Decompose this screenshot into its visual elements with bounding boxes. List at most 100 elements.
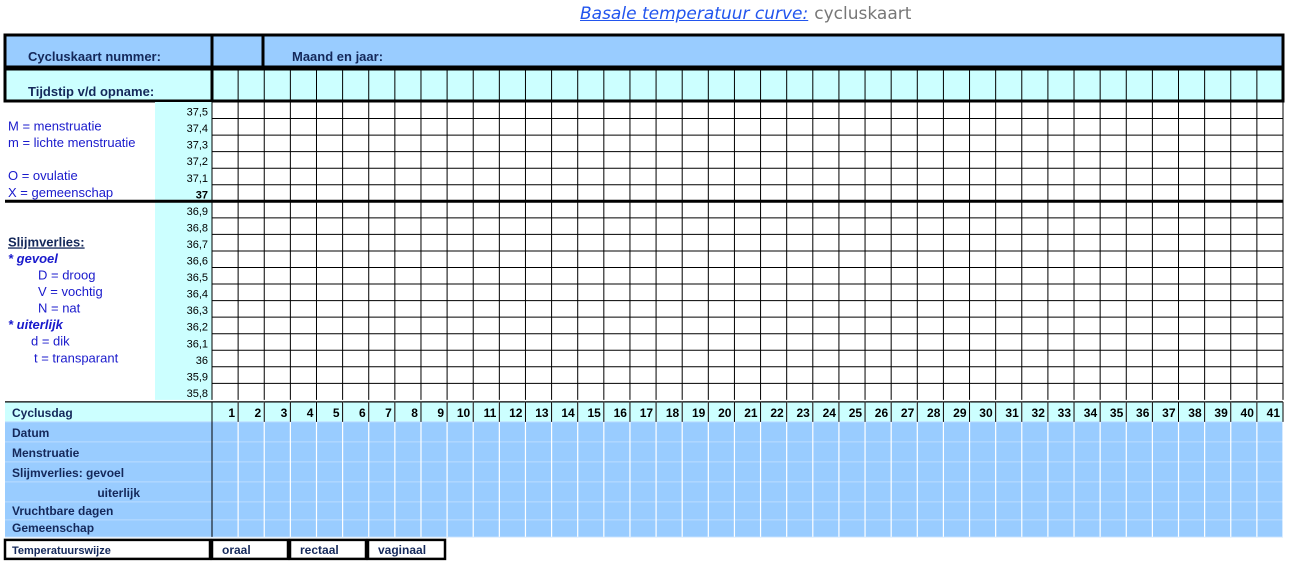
temperature-cell[interactable] [473,119,499,136]
temperature-cell[interactable] [578,135,604,152]
temperature-cell[interactable] [316,383,342,400]
temperature-cell[interactable] [421,152,447,169]
temperature-cell[interactable] [1179,234,1205,251]
temperature-cell[interactable] [1022,152,1048,169]
table-cell[interactable] [473,422,499,442]
temperature-cell[interactable] [525,251,551,268]
temperature-cell[interactable] [813,119,839,136]
method-option-oraal[interactable] [210,538,290,561]
temperature-cell[interactable] [865,234,891,251]
temperature-cell[interactable] [970,185,996,202]
table-cell[interactable] [1048,442,1074,462]
temperature-cell[interactable] [1126,383,1152,400]
time-cell[interactable] [578,70,604,100]
temperature-cell[interactable] [473,152,499,169]
table-cell[interactable] [343,442,369,462]
temperature-cell[interactable] [447,185,473,202]
temperature-cell[interactable] [1048,334,1074,351]
table-cell[interactable] [787,462,813,482]
table-cell[interactable] [369,462,395,482]
temperature-cell[interactable] [1100,367,1126,384]
temperature-cell[interactable] [316,119,342,136]
temperature-cell[interactable] [917,185,943,202]
table-cell[interactable] [943,520,969,537]
temperature-cell[interactable] [1179,301,1205,318]
temperature-cell[interactable] [1126,268,1152,285]
temperature-cell[interactable] [630,251,656,268]
temperature-cell[interactable] [996,301,1022,318]
temperature-cell[interactable] [369,350,395,367]
temperature-cell[interactable] [343,334,369,351]
temperature-cell[interactable] [970,218,996,235]
temperature-cell[interactable] [578,201,604,218]
temperature-cell[interactable] [525,102,551,119]
temperature-cell[interactable] [891,383,917,400]
temperature-cell[interactable] [630,350,656,367]
table-cell[interactable] [1126,482,1152,502]
temperature-cell[interactable] [996,119,1022,136]
table-cell[interactable] [1152,422,1178,442]
temperature-cell[interactable] [1257,135,1283,152]
table-cell[interactable] [761,520,787,537]
temperature-cell[interactable] [630,218,656,235]
time-cell[interactable] [316,70,342,100]
time-cell[interactable] [343,70,369,100]
temperature-cell[interactable] [1074,284,1100,301]
temperature-cell[interactable] [996,251,1022,268]
temperature-cell[interactable] [525,234,551,251]
temperature-cell[interactable] [891,201,917,218]
temperature-cell[interactable] [290,350,316,367]
temperature-cell[interactable] [473,383,499,400]
table-cell[interactable] [839,520,865,537]
temperature-cell[interactable] [787,185,813,202]
temperature-cell[interactable] [1152,218,1178,235]
temperature-cell[interactable] [761,152,787,169]
temperature-cell[interactable] [499,317,525,334]
table-cell[interactable] [604,442,630,462]
temperature-cell[interactable] [682,334,708,351]
temperature-cell[interactable] [656,234,682,251]
temperature-cell[interactable] [1100,301,1126,318]
temperature-cell[interactable] [264,284,290,301]
table-cell[interactable] [316,422,342,442]
temperature-cell[interactable] [734,185,760,202]
table-cell[interactable] [917,462,943,482]
temperature-cell[interactable] [473,268,499,285]
temperature-cell[interactable] [1231,251,1257,268]
table-cell[interactable] [682,462,708,482]
table-cell[interactable] [1126,520,1152,537]
temperature-cell[interactable] [1231,102,1257,119]
temperature-cell[interactable] [343,350,369,367]
table-cell[interactable] [839,462,865,482]
temperature-cell[interactable] [447,334,473,351]
temperature-cell[interactable] [1048,367,1074,384]
time-cell[interactable] [290,70,316,100]
temperature-cell[interactable] [264,301,290,318]
temperature-cell[interactable] [212,251,238,268]
temperature-cell[interactable] [682,152,708,169]
temperature-cell[interactable] [734,284,760,301]
time-cell[interactable] [839,70,865,100]
temperature-cell[interactable] [1205,185,1231,202]
temperature-cell[interactable] [761,185,787,202]
temperature-cell[interactable] [447,102,473,119]
temperature-cell[interactable] [578,185,604,202]
temperature-cell[interactable] [708,268,734,285]
table-cell[interactable] [1257,502,1283,520]
temperature-cell[interactable] [395,301,421,318]
temperature-cell[interactable] [552,201,578,218]
temperature-cell[interactable] [630,168,656,185]
temperature-cell[interactable] [290,218,316,235]
time-cell[interactable] [604,70,630,100]
temperature-cell[interactable] [447,301,473,318]
temperature-cell[interactable] [1231,350,1257,367]
table-cell[interactable] [996,502,1022,520]
table-cell[interactable] [212,482,238,502]
temperature-cell[interactable] [316,218,342,235]
temperature-cell[interactable] [1231,119,1257,136]
table-cell[interactable] [525,502,551,520]
temperature-cell[interactable] [552,251,578,268]
time-cell[interactable] [499,70,525,100]
temperature-cell[interactable] [316,168,342,185]
temperature-cell[interactable] [578,234,604,251]
